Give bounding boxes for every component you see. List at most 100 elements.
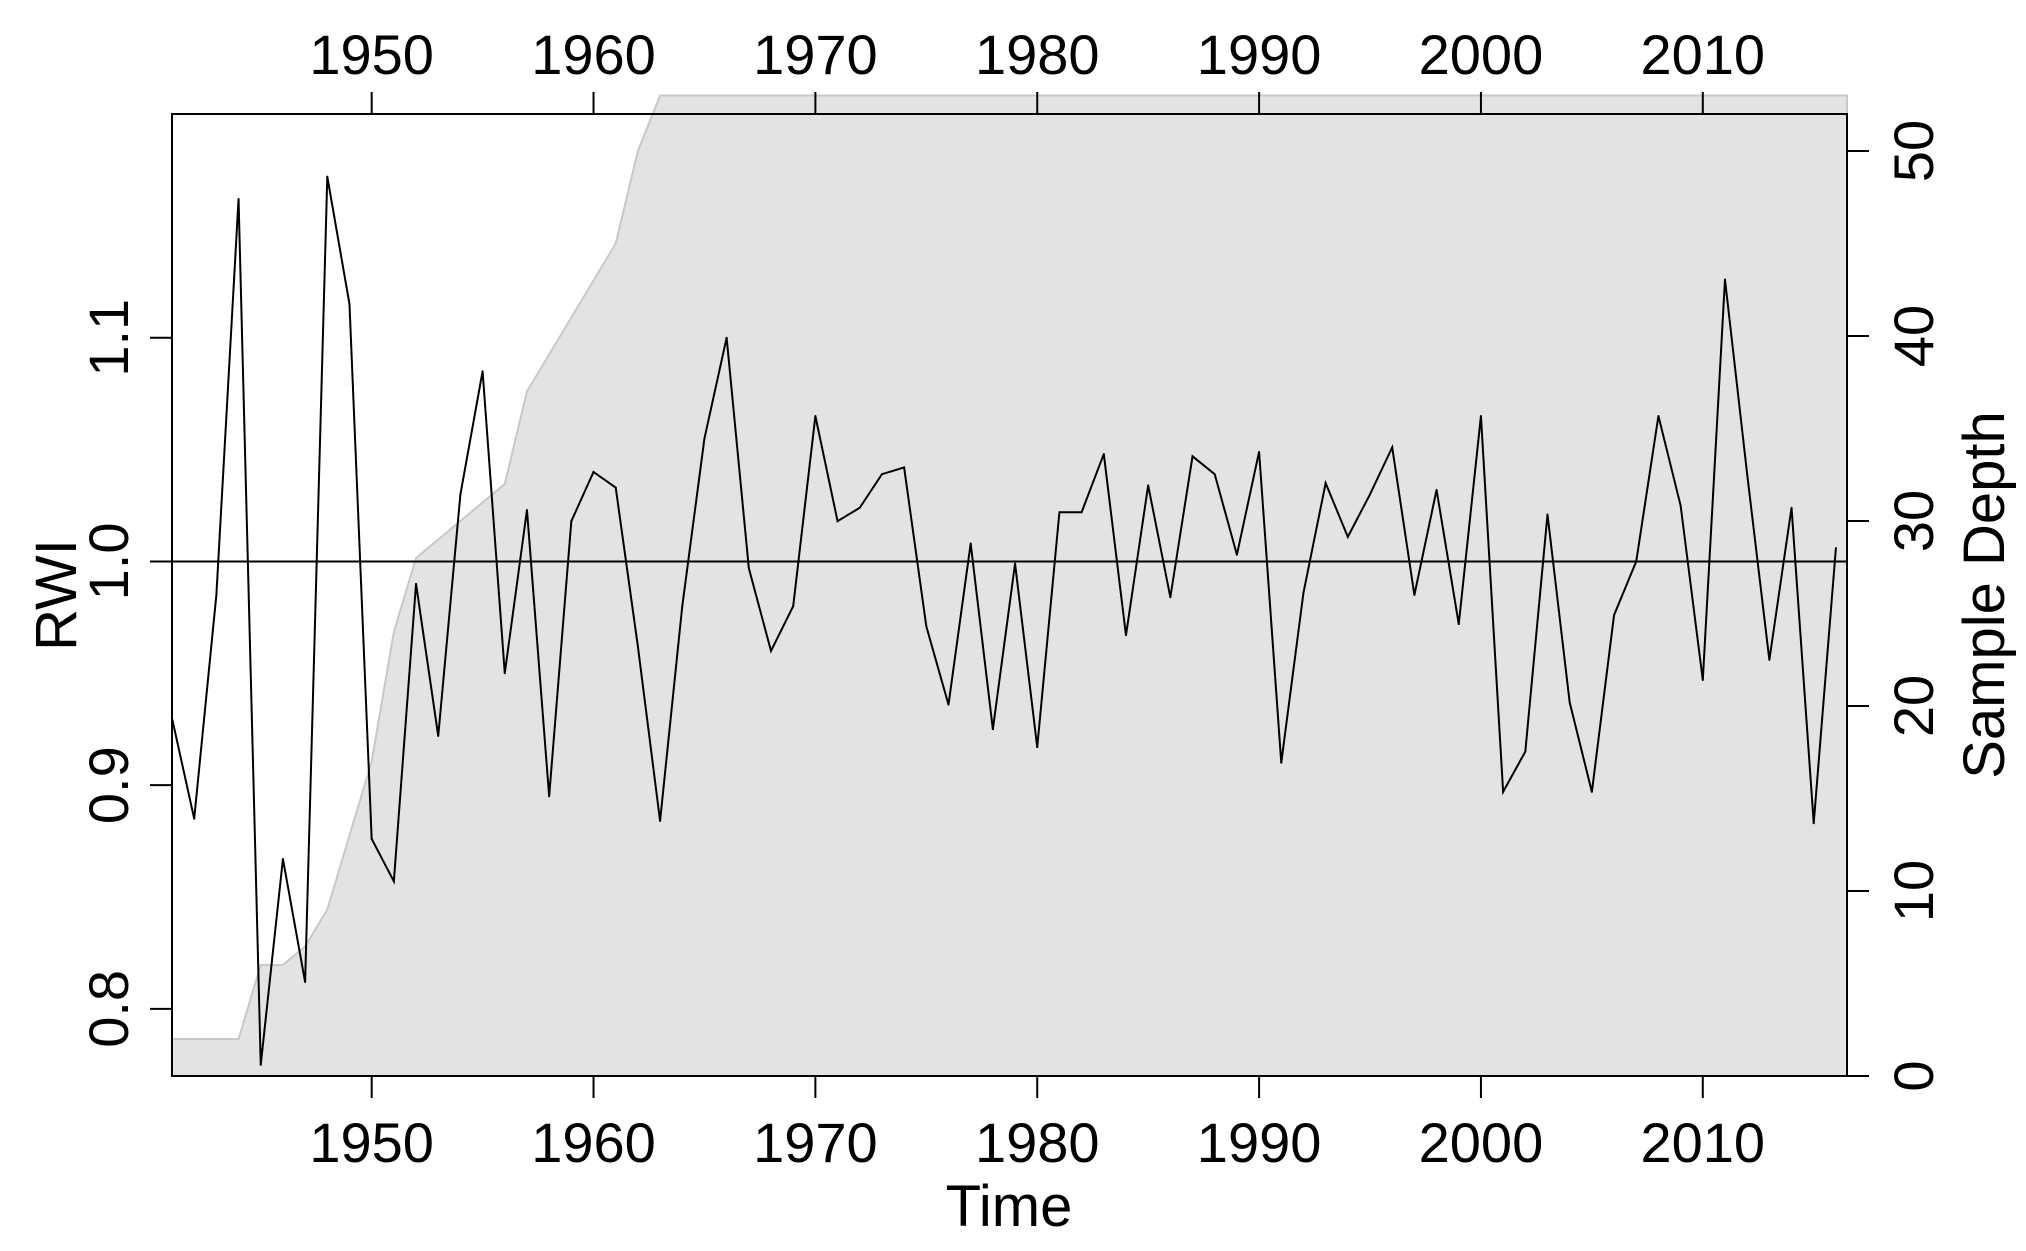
rwi-point	[1191, 455, 1194, 458]
rwi-line-layer	[171, 175, 1847, 1066]
y2-tick-label: 10	[1882, 860, 1945, 922]
rwi-point	[636, 645, 639, 648]
rwi-point	[858, 506, 861, 509]
y-tick-label: 1.0	[77, 523, 140, 601]
rwi-point	[925, 625, 928, 628]
rwi-point	[415, 582, 418, 585]
rwi-point	[1346, 535, 1349, 538]
rwi-point	[1124, 634, 1127, 637]
rwi-point	[1768, 658, 1771, 661]
rwi-point	[1613, 614, 1616, 617]
rwi-point	[548, 795, 551, 798]
y-tick-label: 0.9	[77, 746, 140, 824]
rwi-point	[1723, 278, 1726, 281]
rwi-series-line	[171, 176, 1837, 1065]
x-tick-label: 2000	[1419, 1111, 1544, 1174]
rwi-point	[1435, 488, 1438, 491]
rwi-point	[725, 336, 728, 339]
rwi-point	[1812, 822, 1815, 825]
rwi-point	[1391, 446, 1394, 449]
rwi-point	[1701, 679, 1704, 682]
rwi-point	[437, 734, 440, 737]
x-tick-label: 1980	[975, 1111, 1100, 1174]
rwi-point	[1413, 594, 1416, 596]
rwi-point	[525, 508, 528, 511]
rwi-point	[1524, 750, 1527, 753]
rwi-point	[259, 1063, 262, 1066]
rwi-point	[1213, 473, 1216, 476]
rwi-point	[1834, 547, 1837, 550]
y2-tick-label: 30	[1882, 490, 1945, 552]
rwi-point	[392, 880, 395, 883]
rwi-point	[1679, 504, 1682, 507]
right-y-axis: 0 10 20 30 40 50	[1847, 120, 1945, 1092]
top-x-tick-label: 2010	[1641, 23, 1766, 86]
rwi-point	[592, 470, 595, 473]
left-y-axis: 0.8 0.9 1.0 1.1	[77, 299, 172, 1048]
top-x-tick-label: 1980	[975, 23, 1100, 86]
rwi-point	[215, 594, 218, 596]
y2-tick-label: 20	[1882, 675, 1945, 737]
bottom-x-axis: 1950 1960 1970 1980 1990 2000 2010	[309, 1076, 1765, 1174]
rwi-point	[792, 605, 795, 608]
y2-tick-label: 50	[1882, 120, 1945, 182]
rwi-point	[503, 672, 506, 675]
rwi-point	[1058, 511, 1061, 514]
sample-depth-area	[171, 94, 1848, 1077]
x-axis-title: Time	[946, 1174, 1073, 1239]
rwi-point	[1590, 790, 1593, 793]
y2-axis-title: Sample Depth	[1952, 411, 2017, 779]
rwi-point	[1746, 473, 1749, 476]
rwi-point	[1235, 553, 1238, 556]
rwi-point	[1280, 761, 1283, 764]
rwi-point	[1258, 450, 1261, 453]
rwi-point	[370, 837, 373, 840]
rwi-point	[1302, 591, 1305, 594]
rwi-point	[1169, 596, 1172, 599]
rwi-point	[281, 857, 284, 860]
rwi-point	[348, 303, 351, 306]
rwi-point	[326, 175, 329, 178]
sample-depth-area-layer	[171, 94, 1848, 1077]
rwi-point	[1014, 562, 1017, 565]
rwi-point	[880, 473, 883, 476]
rwi-point	[747, 567, 750, 570]
top-x-tick-label: 1960	[531, 23, 656, 86]
rwi-point	[1324, 482, 1327, 485]
rwi-point	[1147, 484, 1150, 487]
rwi-point	[304, 981, 307, 984]
rwi-point	[1502, 790, 1505, 793]
rwi-point	[947, 703, 950, 706]
rwi-point	[193, 817, 196, 820]
rwi-point	[1369, 493, 1372, 496]
x-tick-label: 1970	[753, 1111, 878, 1174]
top-x-tick-label: 1950	[309, 23, 434, 86]
y-tick-label: 1.1	[77, 299, 140, 377]
x-tick-label: 1950	[309, 1111, 434, 1174]
x-tick-label: 2010	[1641, 1111, 1766, 1174]
y2-tick-label: 0	[1882, 1060, 1945, 1091]
rwi-point	[1457, 623, 1460, 626]
rwi-point	[481, 370, 484, 373]
top-x-tick-label: 1970	[753, 23, 878, 86]
rwi-point	[570, 520, 573, 523]
top-x-axis: 1950 1960 1970 1980 1990 2000 2010	[309, 23, 1765, 114]
y-tick-label: 0.8	[77, 970, 140, 1048]
top-x-tick-label: 1990	[1197, 23, 1322, 86]
y-axis-title: RWI	[24, 539, 89, 651]
rwi-point	[1790, 506, 1793, 509]
rwi-point	[703, 437, 706, 440]
rwi-point	[659, 819, 662, 822]
rwi-point	[1080, 511, 1083, 514]
rwi-point	[814, 415, 817, 418]
rwi-point	[614, 486, 617, 489]
rwi-point	[681, 605, 684, 608]
rwi-point	[237, 198, 240, 201]
rwi-point	[836, 520, 839, 523]
rwi-point	[770, 649, 773, 652]
y2-tick-label: 40	[1882, 305, 1945, 367]
rwi-point	[1036, 746, 1039, 749]
rwi-point	[903, 466, 906, 469]
rwi-point	[1657, 415, 1660, 418]
